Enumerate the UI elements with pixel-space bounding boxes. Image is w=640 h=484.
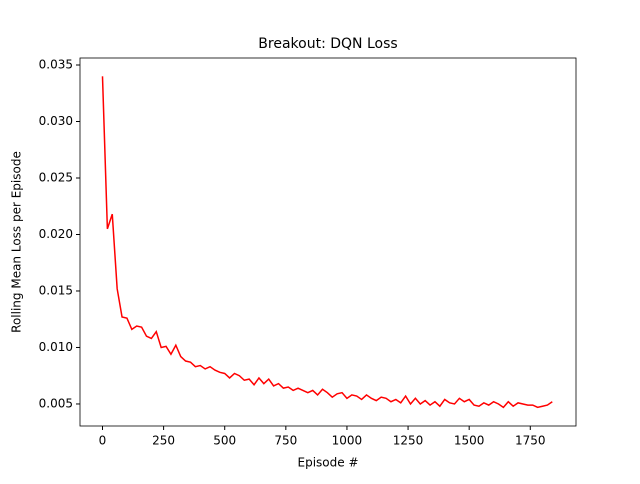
x-tick-label: 0	[99, 434, 107, 448]
x-tick-label: 1500	[454, 434, 485, 448]
y-tick-label: 0.035	[39, 58, 73, 72]
chart-title: Breakout: DQN Loss	[258, 36, 397, 52]
y-tick-label: 0.005	[39, 396, 73, 410]
loss-line	[101, 76, 553, 409]
x-tick-label: 1250	[393, 434, 424, 448]
y-tick-label: 0.030	[39, 114, 73, 128]
x-axis-label: Episode #	[298, 456, 359, 470]
y-axis-label: Rolling Mean Loss per Episode	[10, 151, 24, 333]
x-tick-label: 1750	[515, 434, 546, 448]
x-tick-label: 1000	[332, 434, 363, 448]
plot-frame	[79, 57, 577, 427]
y-tick-label: 0.025	[39, 170, 73, 184]
y-tick-label: 0.010	[39, 340, 73, 354]
y-tick-label: 0.020	[39, 227, 73, 241]
y-tick-label: 0.015	[39, 283, 73, 297]
x-tick-label: 750	[274, 434, 297, 448]
x-tick-label: 250	[152, 434, 175, 448]
x-tick-label: 500	[213, 434, 236, 448]
